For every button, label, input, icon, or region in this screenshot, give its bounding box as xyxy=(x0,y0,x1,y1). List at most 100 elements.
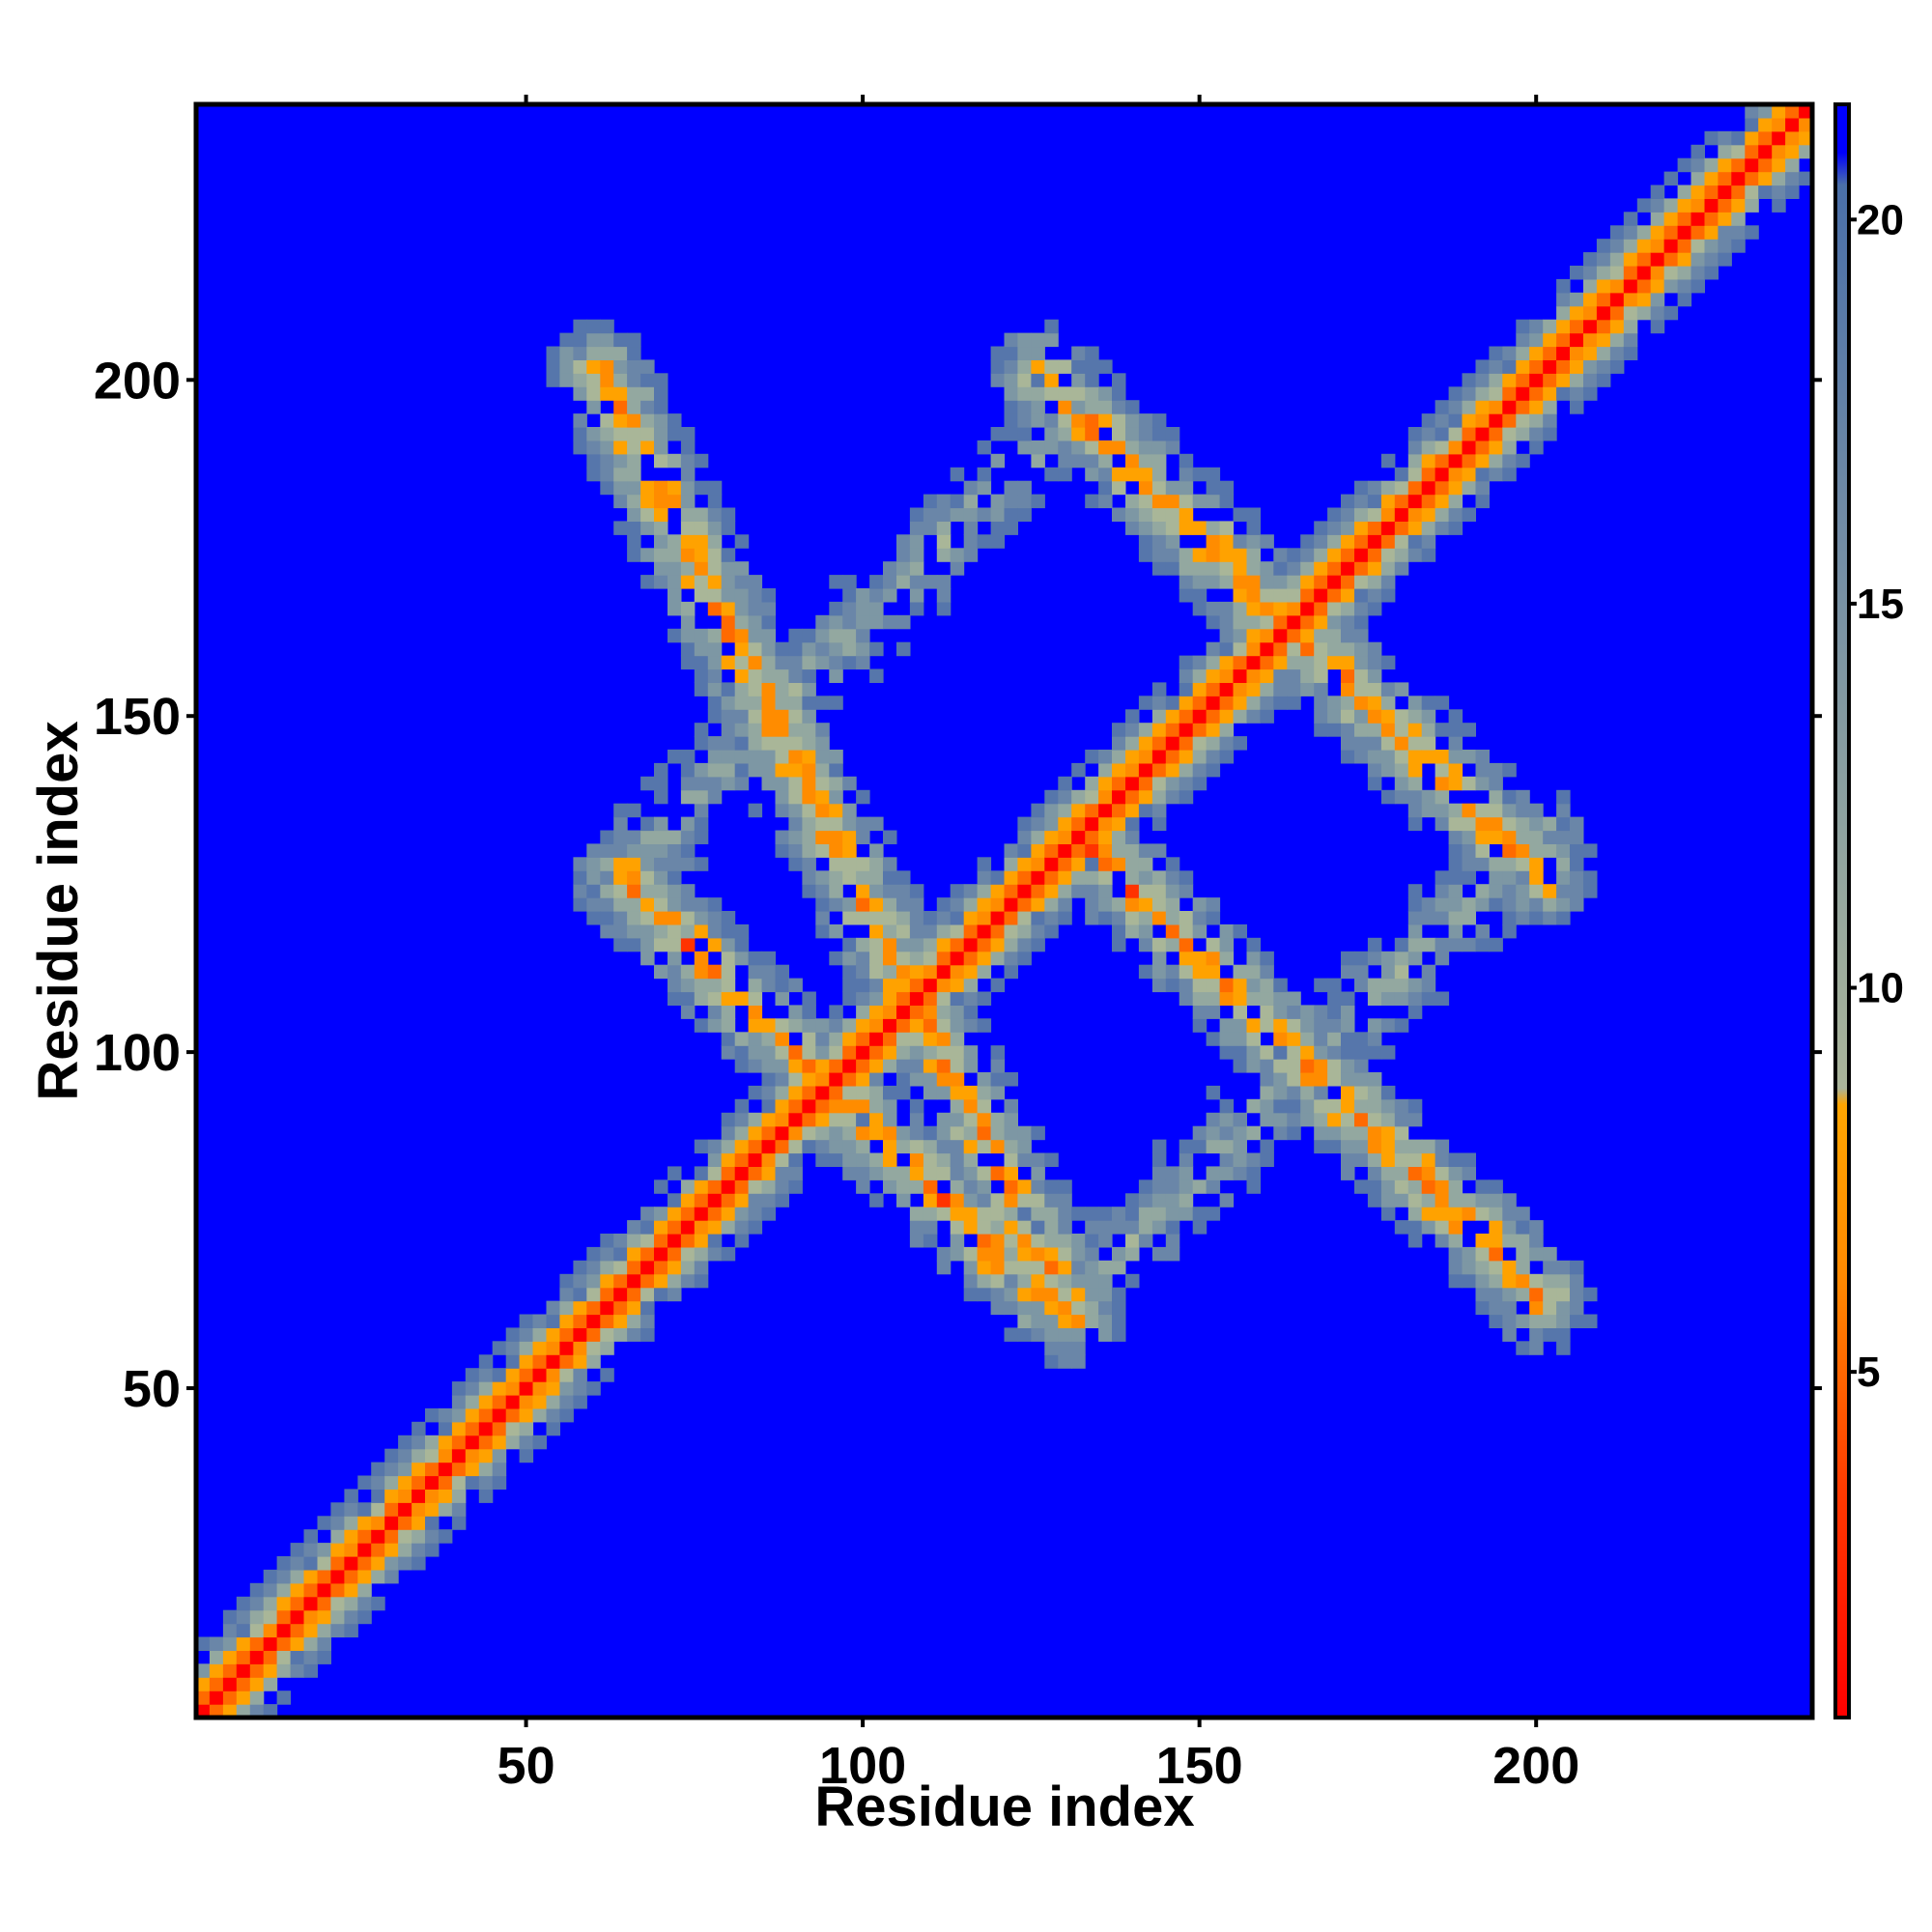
heatmap-cell xyxy=(707,736,723,751)
heatmap-cell xyxy=(1394,991,1409,1006)
heatmap-cell xyxy=(1663,278,1679,294)
heatmap-cell xyxy=(1206,682,1221,696)
heatmap-cell xyxy=(829,696,843,710)
heatmap-cell xyxy=(842,803,857,818)
heatmap-cell xyxy=(1570,373,1584,387)
heatmap-cell xyxy=(707,789,723,805)
heatmap-cell xyxy=(680,1246,696,1262)
heatmap-cell xyxy=(1327,709,1342,724)
heatmap-cell xyxy=(398,1529,412,1544)
heatmap-cell xyxy=(1179,951,1194,966)
heatmap-cell xyxy=(1502,373,1517,387)
heatmap-cell xyxy=(1085,346,1099,360)
heatmap-cell xyxy=(1327,575,1342,589)
heatmap-cell xyxy=(1448,1207,1463,1221)
heatmap-cell xyxy=(1380,723,1396,737)
heatmap-cell xyxy=(734,1139,750,1154)
heatmap-cell xyxy=(1192,575,1208,589)
heatmap-cell xyxy=(492,1368,507,1382)
heatmap-cell xyxy=(1287,601,1301,616)
heatmap-cell xyxy=(896,923,911,939)
heatmap-cell xyxy=(546,1341,560,1355)
heatmap-cell xyxy=(694,1260,709,1275)
heatmap-cell xyxy=(1341,655,1355,670)
heatmap-cell xyxy=(1058,1300,1072,1316)
heatmap-cell xyxy=(842,588,857,603)
heatmap-cell xyxy=(1367,1125,1382,1141)
heatmap-cell xyxy=(1206,1139,1221,1154)
heatmap-cell xyxy=(761,655,776,670)
heatmap-cell xyxy=(627,494,641,509)
heatmap-cell xyxy=(627,346,641,360)
heatmap-cell xyxy=(1206,467,1221,482)
heatmap-cell xyxy=(990,453,1006,469)
heatmap-cell xyxy=(1690,171,1705,186)
heatmap-cell xyxy=(1341,736,1355,751)
heatmap-cell xyxy=(707,641,723,657)
heatmap-cell xyxy=(694,1246,709,1262)
heatmap-cell xyxy=(680,467,696,482)
heatmap-cell xyxy=(883,1112,897,1127)
heatmap-cell xyxy=(1246,588,1261,603)
heatmap-cell xyxy=(1394,762,1409,778)
heatmap-cell xyxy=(1004,897,1018,912)
heatmap-cell xyxy=(1636,305,1652,321)
heatmap-cell xyxy=(627,521,641,535)
heatmap-cell xyxy=(1031,1125,1045,1141)
heatmap-cell xyxy=(1138,1234,1153,1248)
heatmap-cell xyxy=(869,991,884,1006)
heatmap-cell xyxy=(869,588,884,603)
heatmap-cell xyxy=(1017,373,1032,387)
heatmap-cell xyxy=(1071,1327,1086,1342)
heatmap-cell xyxy=(883,951,897,966)
heatmap-cell xyxy=(573,857,587,871)
heatmap-cell xyxy=(290,1582,305,1598)
heatmap-cell xyxy=(990,1112,1006,1127)
heatmap-cell xyxy=(936,937,952,952)
heatmap-cell xyxy=(1663,171,1679,186)
heatmap-cell xyxy=(1448,1246,1463,1262)
heatmap-cell xyxy=(1421,521,1436,535)
heatmap-cell xyxy=(613,453,628,469)
heatmap-cell xyxy=(1327,978,1342,993)
heatmap-cell xyxy=(1394,1125,1409,1141)
heatmap-cell xyxy=(883,897,897,912)
heatmap-cell xyxy=(600,373,614,387)
heatmap-cell xyxy=(869,857,884,871)
heatmap-cell xyxy=(1327,1112,1342,1127)
heatmap-cell xyxy=(1314,1098,1328,1114)
heatmap-cell xyxy=(276,1650,292,1664)
heatmap-cell xyxy=(707,1246,723,1262)
heatmap-cell xyxy=(1058,1341,1072,1355)
heatmap-cell xyxy=(1300,614,1315,630)
heatmap-cell xyxy=(1219,723,1235,737)
heatmap-cell xyxy=(775,723,789,737)
heatmap-cell xyxy=(627,1314,641,1328)
heatmap-cell xyxy=(1596,305,1611,321)
heatmap-cell xyxy=(1179,548,1194,562)
heatmap-cell xyxy=(1407,1207,1423,1221)
heatmap-cell xyxy=(438,1502,453,1517)
heatmap-cell xyxy=(668,991,682,1006)
heatmap-cell xyxy=(1219,937,1235,952)
heatmap-cell xyxy=(1260,1005,1274,1019)
heatmap-cell xyxy=(600,857,614,871)
heatmap-cell xyxy=(330,1623,345,1638)
heatmap-cell xyxy=(1718,144,1732,159)
heatmap-cell xyxy=(1489,413,1503,428)
heatmap-cell xyxy=(1219,696,1235,710)
heatmap-cell xyxy=(802,750,816,764)
heatmap-cell xyxy=(923,923,938,939)
heatmap-cell xyxy=(1287,1072,1301,1087)
heatmap-cell xyxy=(1435,1234,1450,1248)
heatmap-cell xyxy=(977,1166,992,1180)
heatmap-cell xyxy=(923,1166,938,1180)
heatmap-cell xyxy=(1394,1152,1409,1167)
heatmap-cell xyxy=(802,736,816,751)
heatmap-cell xyxy=(613,413,628,428)
heatmap-cell xyxy=(1380,750,1396,764)
heatmap-cell xyxy=(1044,830,1059,844)
heatmap-cell xyxy=(546,1354,560,1369)
heatmap-cell xyxy=(1031,453,1045,469)
heatmap-cell xyxy=(1421,1220,1436,1235)
